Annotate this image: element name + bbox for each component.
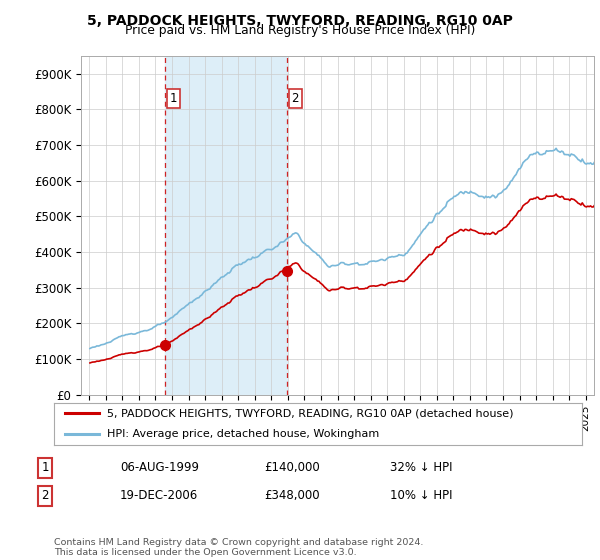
Text: 10% ↓ HPI: 10% ↓ HPI xyxy=(390,489,452,502)
Text: 2: 2 xyxy=(292,92,299,105)
Text: 5, PADDOCK HEIGHTS, TWYFORD, READING, RG10 0AP: 5, PADDOCK HEIGHTS, TWYFORD, READING, RG… xyxy=(87,14,513,28)
Text: 2: 2 xyxy=(41,489,49,502)
Text: HPI: Average price, detached house, Wokingham: HPI: Average price, detached house, Woki… xyxy=(107,430,379,439)
Text: 1: 1 xyxy=(41,461,49,474)
Text: 32% ↓ HPI: 32% ↓ HPI xyxy=(390,461,452,474)
Text: Contains HM Land Registry data © Crown copyright and database right 2024.
This d: Contains HM Land Registry data © Crown c… xyxy=(54,538,424,557)
Bar xyxy=(166,56,287,395)
Text: 19-DEC-2006: 19-DEC-2006 xyxy=(120,489,198,502)
Text: 5, PADDOCK HEIGHTS, TWYFORD, READING, RG10 0AP (detached house): 5, PADDOCK HEIGHTS, TWYFORD, READING, RG… xyxy=(107,408,513,418)
Text: 06-AUG-1999: 06-AUG-1999 xyxy=(120,461,199,474)
Text: Price paid vs. HM Land Registry's House Price Index (HPI): Price paid vs. HM Land Registry's House … xyxy=(125,24,475,36)
Text: £348,000: £348,000 xyxy=(264,489,320,502)
Text: £140,000: £140,000 xyxy=(264,461,320,474)
Text: 1: 1 xyxy=(169,92,177,105)
